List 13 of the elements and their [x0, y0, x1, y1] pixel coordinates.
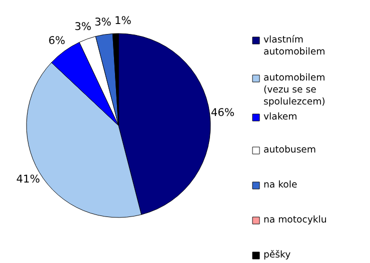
data-label: 6% [48, 34, 66, 48]
data-label: 3% [94, 15, 112, 28]
legend-label: vlakem [264, 112, 298, 122]
legend-label: na motocyklu [264, 214, 327, 226]
legend-label: automobilem (vezu se se spolulezcem) [264, 72, 326, 108]
data-label: 3% [74, 20, 92, 34]
legend-label: na kole [264, 180, 298, 190]
data-label: 41% [16, 172, 40, 186]
legend-label: pěšky [264, 250, 292, 260]
legend-label: autobusem [264, 144, 316, 156]
legend-label: vlastním automobilem [264, 34, 326, 58]
data-label: 1% [114, 14, 132, 28]
data-label: 46% [210, 106, 235, 119]
